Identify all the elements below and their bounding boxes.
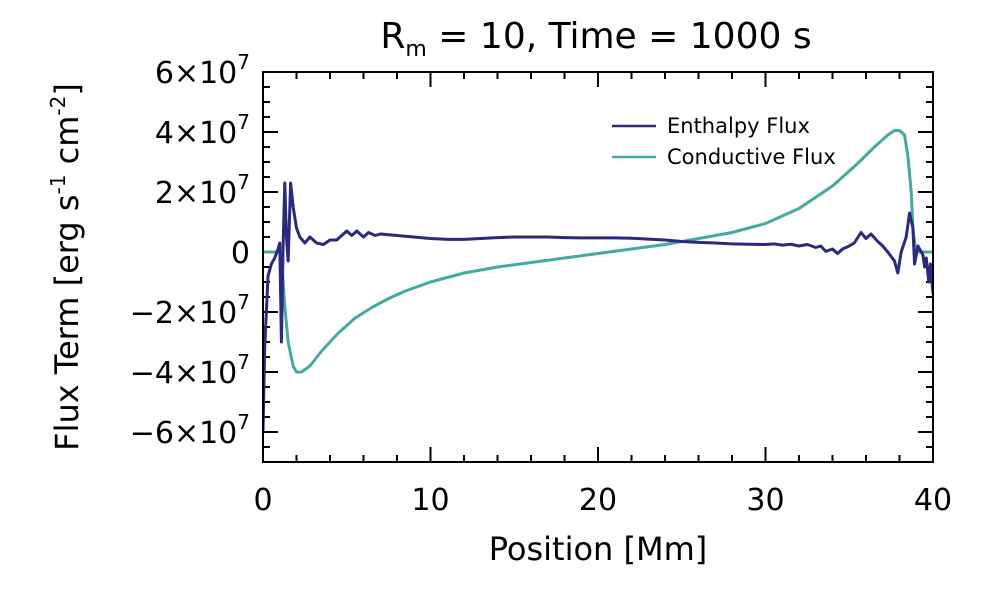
y-tick-mantissa: −4×10 — [130, 356, 238, 391]
y-tick-exponent: 7 — [237, 50, 250, 74]
y-tick-mantissa: −6×10 — [130, 416, 238, 451]
y-tick-label: 0 — [231, 236, 250, 271]
y-tick-label: 4×107 — [155, 110, 250, 151]
y-tick-exponent: 7 — [237, 350, 250, 374]
y-label-sup1: -1 — [46, 175, 70, 195]
y-tick-label: 6×107 — [155, 50, 250, 91]
y-axis-label: Flux Term [erg s-1 cm-2] — [46, 83, 86, 451]
y-tick-mantissa: −2×10 — [130, 296, 238, 331]
y-tick-exponent: 7 — [237, 170, 250, 194]
legend-label-enthalpy: Enthalpy Flux — [667, 114, 810, 138]
y-tick-mantissa: 0 — [231, 236, 250, 271]
plot-frame — [262, 71, 934, 463]
y-label-end: ] — [48, 83, 86, 95]
x-tick-labels: 0 10 20 30 40 — [253, 483, 952, 518]
y-tick-label: 2×107 — [155, 170, 250, 211]
y-tick-label: −6×107 — [130, 410, 250, 451]
series-line-enthalpy-flux — [263, 181, 933, 433]
title-prefix: R — [380, 16, 405, 57]
x-tick-label: 30 — [746, 483, 784, 518]
y-label-main: Flux Term [erg s — [48, 194, 86, 450]
series-layer — [263, 129, 933, 433]
x-tick-label: 0 — [253, 483, 272, 518]
x-axis-label: Position [Mm] — [489, 530, 708, 568]
x-tick-label: 20 — [579, 483, 617, 518]
title-rest: = 10, Time = 1000 s — [427, 16, 812, 57]
legend-label-conductive: Conductive Flux — [667, 145, 836, 169]
y-label-sup2: -2 — [46, 96, 70, 116]
y-tick-label: −4×107 — [130, 350, 250, 391]
title-subscript: m — [405, 37, 426, 62]
y-label-mid: cm — [48, 116, 86, 175]
x-tick-label: 40 — [914, 483, 952, 518]
legend: Enthalpy Flux Conductive Flux — [612, 114, 836, 169]
y-tick-mantissa: 6×10 — [155, 56, 237, 91]
y-tick-label: −2×107 — [130, 290, 250, 331]
x-tick-label: 10 — [411, 483, 449, 518]
y-tick-mantissa: 2×10 — [155, 176, 237, 211]
chart-title: Rm = 10, Time = 1000 s — [380, 16, 811, 62]
series-line-conductive-flux — [263, 129, 933, 374]
y-tick-exponent: 7 — [237, 110, 250, 134]
y-tick-exponent: 7 — [237, 290, 250, 314]
y-tick-mantissa: 4×10 — [155, 116, 237, 151]
y-tick-exponent: 7 — [237, 410, 250, 434]
